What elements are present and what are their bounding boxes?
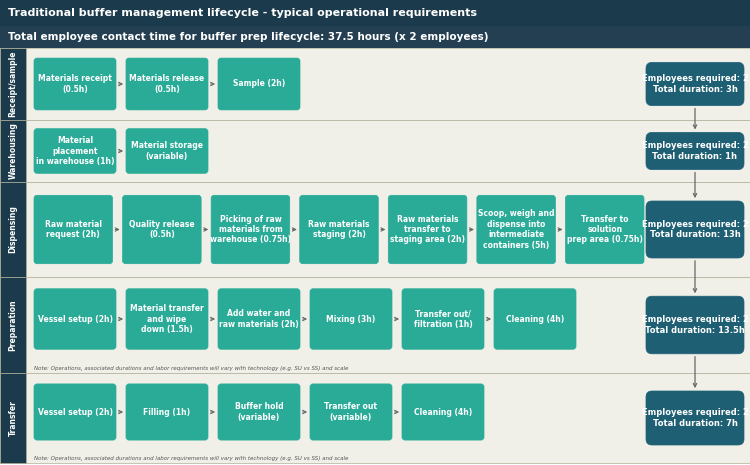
Bar — [0, 26, 750, 48]
Text: Warehousing: Warehousing — [8, 123, 17, 179]
Text: Note: Operations, associated durations and labor requirements will vary with tec: Note: Operations, associated durations a… — [34, 456, 348, 461]
FancyBboxPatch shape — [402, 289, 484, 349]
FancyBboxPatch shape — [34, 58, 116, 110]
Text: Transfer: Transfer — [8, 400, 17, 436]
Bar — [0, 373, 26, 463]
FancyBboxPatch shape — [126, 289, 208, 349]
Bar — [0, 182, 26, 277]
Text: Dispensing: Dispensing — [8, 206, 17, 253]
FancyBboxPatch shape — [300, 195, 378, 264]
FancyBboxPatch shape — [122, 195, 201, 264]
Text: Material transfer
and wipe
down (1.5h): Material transfer and wipe down (1.5h) — [130, 304, 204, 334]
Text: Transfer to
solution
prep area (0.75h): Transfer to solution prep area (0.75h) — [567, 215, 643, 245]
Text: Add water and
raw materials (2h): Add water and raw materials (2h) — [219, 309, 298, 329]
Text: Employees required: 2
Total duration: 7h: Employees required: 2 Total duration: 7h — [641, 408, 748, 428]
Bar — [0, 277, 26, 373]
Text: Raw materials
staging (2h): Raw materials staging (2h) — [308, 220, 370, 239]
Text: Vessel setup (2h): Vessel setup (2h) — [38, 314, 112, 324]
Text: Employees required: 2
Total duration: 1h: Employees required: 2 Total duration: 1h — [641, 141, 748, 161]
Text: Cleaning (4h): Cleaning (4h) — [414, 407, 472, 417]
Text: Employees required: 2
Total duration: 13h: Employees required: 2 Total duration: 13… — [641, 220, 748, 239]
FancyBboxPatch shape — [34, 195, 112, 264]
Text: Mixing (3h): Mixing (3h) — [326, 314, 376, 324]
Text: Scoop, weigh and
dispense into
intermediate
containers (5h): Scoop, weigh and dispense into intermedi… — [478, 209, 554, 250]
Bar — [0, 48, 26, 120]
Text: Vessel setup (2h): Vessel setup (2h) — [38, 407, 112, 417]
FancyBboxPatch shape — [646, 296, 744, 354]
Text: Transfer out/
filtration (1h): Transfer out/ filtration (1h) — [414, 309, 472, 329]
Text: Employees required: 2
Total duration: 13.5h: Employees required: 2 Total duration: 13… — [641, 315, 748, 335]
FancyBboxPatch shape — [477, 195, 556, 264]
Text: Transfer out
(variable): Transfer out (variable) — [325, 402, 377, 422]
Bar — [0, 277, 750, 373]
Text: Total employee contact time for buffer prep lifecycle: 37.5 hours (x 2 employees: Total employee contact time for buffer p… — [8, 32, 488, 42]
Text: Receipt/sample: Receipt/sample — [8, 51, 17, 117]
Bar — [0, 182, 750, 277]
Text: Raw materials
transfer to
staging area (2h): Raw materials transfer to staging area (… — [390, 215, 465, 245]
FancyBboxPatch shape — [566, 195, 644, 264]
FancyBboxPatch shape — [218, 58, 300, 110]
FancyBboxPatch shape — [34, 384, 116, 440]
Bar — [0, 0, 750, 26]
FancyBboxPatch shape — [646, 391, 744, 445]
FancyBboxPatch shape — [310, 289, 392, 349]
FancyBboxPatch shape — [310, 384, 392, 440]
Bar — [0, 373, 750, 463]
FancyBboxPatch shape — [402, 384, 484, 440]
FancyBboxPatch shape — [126, 58, 208, 110]
Text: Note: Operations, associated durations and labor requirements will vary with tec: Note: Operations, associated durations a… — [34, 366, 348, 371]
Text: Quality release
(0.5h): Quality release (0.5h) — [129, 220, 195, 239]
Text: Filling (1h): Filling (1h) — [143, 407, 190, 417]
Text: Cleaning (4h): Cleaning (4h) — [506, 314, 564, 324]
Text: Material storage
(variable): Material storage (variable) — [131, 141, 203, 161]
FancyBboxPatch shape — [646, 62, 744, 106]
FancyBboxPatch shape — [646, 201, 744, 258]
FancyBboxPatch shape — [126, 384, 208, 440]
Bar — [0, 120, 750, 182]
Text: Sample (2h): Sample (2h) — [232, 80, 285, 88]
FancyBboxPatch shape — [218, 289, 300, 349]
FancyBboxPatch shape — [218, 384, 300, 440]
Text: Preparation: Preparation — [8, 299, 17, 351]
Text: Raw material
request (2h): Raw material request (2h) — [45, 220, 102, 239]
FancyBboxPatch shape — [211, 195, 290, 264]
FancyBboxPatch shape — [494, 289, 576, 349]
FancyBboxPatch shape — [34, 289, 116, 349]
Text: Buffer hold
(variable): Buffer hold (variable) — [235, 402, 284, 422]
Text: Employees required: 2
Total duration: 3h: Employees required: 2 Total duration: 3h — [641, 74, 748, 94]
Bar — [0, 120, 26, 182]
Bar — [0, 48, 750, 120]
FancyBboxPatch shape — [388, 195, 466, 264]
Text: Materials receipt
(0.5h): Materials receipt (0.5h) — [38, 74, 112, 94]
Text: Traditional buffer management lifecycle - typical operational requirements: Traditional buffer management lifecycle … — [8, 8, 477, 18]
FancyBboxPatch shape — [646, 133, 744, 170]
Text: Material
placement
in warehouse (1h): Material placement in warehouse (1h) — [36, 136, 114, 166]
FancyBboxPatch shape — [34, 129, 116, 173]
Text: Materials release
(0.5h): Materials release (0.5h) — [130, 74, 205, 94]
Text: Picking of raw
materials from
warehouse (0.75h): Picking of raw materials from warehouse … — [210, 215, 291, 245]
FancyBboxPatch shape — [126, 129, 208, 173]
